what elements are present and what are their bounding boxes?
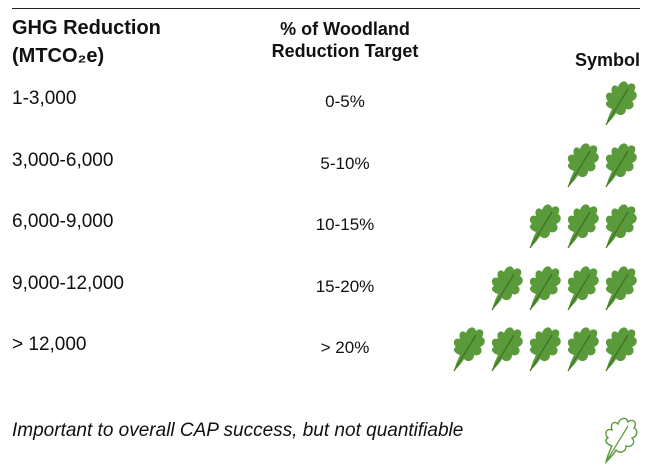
- leaf: [529, 327, 561, 372]
- range-cell: 6,000-9,000: [12, 211, 114, 232]
- leaf: [605, 142, 637, 187]
- leaf: [605, 327, 637, 372]
- range-cell: 9,000-12,000: [12, 272, 124, 294]
- leaf-vein: [567, 150, 591, 187]
- leaf: [605, 265, 637, 310]
- header-line: GHG Reduction: [12, 17, 161, 39]
- leaf: [567, 142, 599, 187]
- header-ghg: GHG Reduction (MTCO₂e): [12, 14, 161, 70]
- leaf: [605, 204, 637, 249]
- leaf: [567, 327, 599, 372]
- leaf-body: [453, 327, 485, 371]
- leaf: [491, 265, 523, 310]
- leaf-body: [605, 142, 637, 187]
- leaf-body: [567, 204, 599, 248]
- leaf: [529, 265, 561, 310]
- leaf-vein: [605, 334, 629, 372]
- header-percent: % of Woodland Reduction Target: [235, 18, 455, 62]
- leaf-body: [605, 81, 637, 125]
- leaf-body: [529, 265, 561, 310]
- leaf-vein: [567, 211, 591, 249]
- outline-leaf: [604, 417, 638, 464]
- top-rule: [12, 8, 640, 9]
- leaf-vein: [491, 273, 515, 310]
- leaf-body: [491, 265, 523, 310]
- leaf: [453, 327, 485, 372]
- leaf-body: [567, 327, 599, 371]
- leaf-vein: [529, 211, 553, 249]
- leaf: [605, 81, 637, 126]
- leaf-body: [605, 204, 637, 248]
- leaf-symbols: [529, 204, 637, 249]
- leaf-vein: [529, 334, 553, 372]
- header-line: % of Woodland: [280, 19, 410, 39]
- leaf: [567, 265, 599, 310]
- leaf: [567, 204, 599, 249]
- leaf-body: [567, 142, 599, 187]
- leaf-body: [491, 327, 523, 371]
- leaf-body: [605, 265, 637, 310]
- leaf-body: [567, 265, 599, 310]
- range-cell: 3,000-6,000: [12, 149, 114, 171]
- leaf-vein: [605, 211, 629, 249]
- leaf-vein: [605, 150, 629, 187]
- leaf-vein: [567, 273, 591, 310]
- leaf: [491, 327, 523, 372]
- leaf-vein: [605, 273, 629, 310]
- leaf-body: [605, 327, 637, 371]
- leaf-symbols: [567, 142, 637, 187]
- leaf-symbols: [605, 81, 637, 126]
- header-symbol: Symbol: [575, 46, 640, 74]
- range-cell: > 12,000: [12, 334, 87, 355]
- leaf: [529, 204, 561, 249]
- header-line: Symbol: [574, 50, 640, 70]
- leaf-body: [529, 204, 561, 248]
- leaf-vein: [567, 334, 591, 372]
- leaf-symbols: [491, 265, 637, 310]
- leaf-vein: [529, 273, 553, 310]
- percent-cell: 0-5%: [325, 92, 365, 111]
- leaf-symbols: [453, 327, 637, 372]
- leaf-body: [529, 327, 561, 371]
- range-cell: 1-3,000: [12, 88, 77, 109]
- leaf-vein: [453, 334, 477, 372]
- percent-cell: > 20%: [320, 338, 370, 357]
- leaf-vein: [491, 334, 515, 372]
- percent-cell: 10-15%: [315, 215, 375, 234]
- leaf-vein: [605, 88, 629, 126]
- header-line: Reduction Target: [271, 41, 419, 61]
- percent-cell: 5-10%: [320, 153, 370, 173]
- note: Important to overall CAP success, but no…: [12, 420, 464, 441]
- percent-cell: 15-20%: [315, 276, 375, 296]
- header-line: (MTCO₂e): [12, 45, 105, 67]
